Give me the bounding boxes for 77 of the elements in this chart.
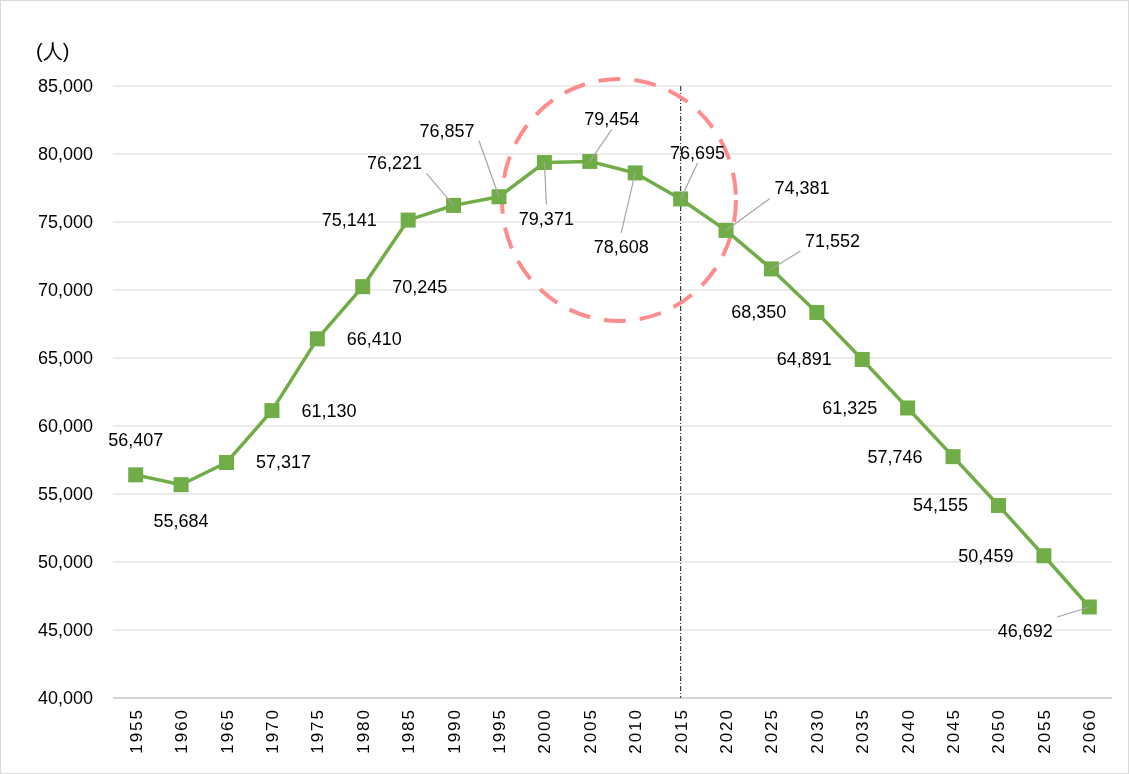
point [1036, 548, 1052, 564]
data-label: 71,552 [804, 230, 860, 251]
point [945, 449, 961, 465]
x-tick-label: 2010 [626, 708, 646, 754]
data-label: 70,245 [392, 276, 448, 297]
x-tick-label: 2045 [944, 708, 964, 754]
x-tick-label: 2050 [989, 708, 1009, 754]
point [219, 454, 235, 470]
data-label: 76,857 [419, 120, 475, 141]
x-tick-label: 2035 [853, 708, 873, 754]
data-label: 61,130 [301, 400, 357, 421]
data-label: 61,325 [822, 397, 878, 418]
point [355, 279, 371, 295]
data-label: 79,454 [584, 109, 640, 130]
x-tick-label: 1955 [126, 708, 146, 754]
y-tick-label: 60,000 [37, 416, 93, 436]
y-tick-label: 80,000 [37, 144, 93, 164]
y-tick-label: 75,000 [37, 212, 93, 232]
x-tick-label: 1985 [399, 708, 419, 754]
point [446, 197, 462, 213]
x-tick-label: 1970 [262, 708, 282, 754]
point [990, 497, 1006, 513]
x-tick-label: 2040 [898, 708, 918, 754]
data-label: 57,317 [255, 452, 312, 473]
point [491, 189, 507, 205]
y-tick-label: 40,000 [37, 688, 93, 708]
point [900, 400, 916, 416]
data-label: 54,155 [912, 495, 969, 516]
y-axis-title: (人) [36, 40, 70, 62]
x-tick-label: 1965 [217, 708, 237, 754]
point [400, 212, 416, 228]
data-label: 76,221 [367, 153, 423, 174]
point [673, 191, 689, 207]
x-tick-label: 2020 [717, 708, 737, 754]
point [627, 165, 643, 181]
data-label: 79,371 [518, 208, 574, 229]
point [173, 477, 189, 493]
point [809, 304, 825, 320]
data-label: 64,891 [776, 349, 832, 370]
point [536, 155, 552, 171]
data-label: 50,459 [958, 545, 1014, 566]
point [718, 222, 734, 238]
x-tick-label: 1960 [172, 708, 192, 754]
x-tick-label: 2000 [535, 708, 555, 754]
data-label: 76,695 [670, 142, 726, 163]
point [309, 331, 325, 347]
data-label: 74,381 [774, 178, 830, 199]
point [854, 351, 870, 367]
data-label: 75,141 [321, 210, 377, 231]
x-tick-label: 2025 [762, 708, 782, 754]
x-tick-label: 2005 [580, 708, 600, 754]
data-label: 46,692 [997, 620, 1053, 641]
x-tick-label: 2030 [807, 708, 827, 754]
y-tick-label: 55,000 [37, 484, 93, 504]
x-tick-label: 1990 [444, 708, 464, 754]
data-label: 66,410 [346, 328, 402, 349]
y-tick-label: 70,000 [37, 280, 93, 300]
point [128, 467, 144, 483]
point [264, 403, 280, 419]
data-label: 56,407 [108, 429, 164, 450]
x-tick-label: 2055 [1034, 708, 1054, 754]
x-tick-label: 1980 [353, 708, 373, 754]
x-tick-label: 1975 [308, 708, 328, 754]
data-label: 78,608 [593, 236, 649, 257]
y-tick-label: 45,000 [37, 620, 93, 640]
data-label: 68,350 [731, 302, 787, 323]
data-label: 57,746 [867, 446, 923, 467]
x-tick-label: 1995 [489, 708, 509, 754]
y-tick-label: 50,000 [37, 552, 93, 572]
point [763, 261, 779, 277]
point [1081, 599, 1097, 615]
x-tick-label: 2015 [671, 708, 691, 754]
x-tick-label: 2060 [1080, 708, 1100, 754]
point [582, 153, 598, 169]
y-tick-label: 65,000 [37, 348, 93, 368]
data-label: 55,684 [153, 510, 209, 531]
y-tick-label: 85,000 [37, 76, 93, 96]
